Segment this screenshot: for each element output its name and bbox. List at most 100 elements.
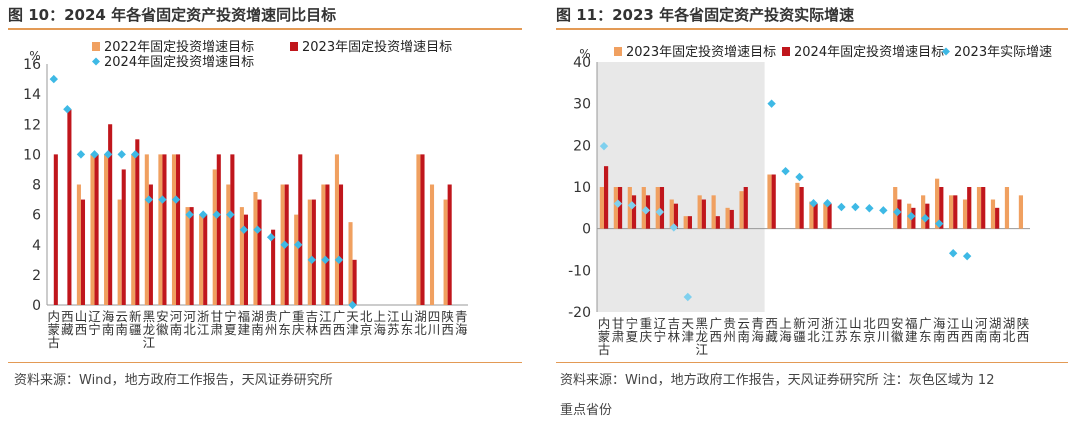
diamond-point bbox=[103, 150, 113, 159]
legend-label: 2024年固定投资增速目标 bbox=[104, 54, 254, 70]
x-tick-label: 山西 bbox=[961, 316, 974, 344]
diamond-point bbox=[253, 225, 262, 234]
legend-label: 2023年实际增速 bbox=[954, 45, 1052, 60]
bar-orange bbox=[294, 214, 299, 305]
bar-red bbox=[189, 207, 194, 305]
bar-orange bbox=[669, 199, 674, 229]
bar-red bbox=[162, 154, 167, 305]
y-tick-label: 30 bbox=[573, 97, 591, 113]
x-tick-label: 西藏 bbox=[765, 316, 778, 344]
diamond-point bbox=[226, 210, 235, 219]
x-tick-label: 福建 bbox=[238, 309, 251, 337]
y-tick-label: 2 bbox=[32, 268, 41, 284]
x-tick-label: 江西 bbox=[947, 316, 960, 344]
x-tick-label: 四川 bbox=[428, 309, 441, 337]
bar-orange bbox=[935, 178, 940, 229]
bar-orange bbox=[321, 184, 326, 305]
diamond-point bbox=[837, 202, 846, 212]
bar-red bbox=[298, 154, 303, 305]
bar-orange bbox=[226, 184, 231, 305]
bar-red bbox=[420, 154, 425, 305]
bar-red bbox=[701, 199, 706, 229]
legend-entry: 2024年固定投资增速目标 bbox=[92, 54, 254, 70]
x-tick-label: 河北 bbox=[807, 316, 820, 344]
diamond-point bbox=[921, 214, 930, 223]
y-tick-label: 0 bbox=[582, 222, 591, 238]
x-tick-label: 内蒙古 bbox=[598, 316, 611, 357]
diamond-point bbox=[198, 210, 208, 219]
legend-swatch bbox=[942, 47, 950, 56]
bar-red bbox=[603, 166, 609, 229]
bar-red bbox=[981, 187, 986, 229]
bar-orange bbox=[334, 154, 339, 305]
diamond-point bbox=[655, 207, 665, 217]
bar-red bbox=[257, 199, 262, 305]
diamond-point bbox=[823, 199, 832, 208]
bar-red bbox=[80, 199, 86, 305]
diamond-point bbox=[962, 251, 972, 261]
x-tick-label: 福建 bbox=[905, 316, 918, 344]
diamond-point bbox=[767, 99, 776, 108]
legend-label: 2023年固定投资增速目标 bbox=[302, 39, 452, 55]
legend-swatch bbox=[782, 47, 790, 56]
diamond-point bbox=[948, 249, 958, 258]
unit-label: % bbox=[29, 49, 40, 63]
bar-orange bbox=[767, 174, 772, 229]
bar-red bbox=[121, 169, 126, 305]
diamond-point bbox=[851, 202, 860, 212]
unit-label: % bbox=[579, 47, 590, 61]
right-source-rule bbox=[556, 362, 1068, 363]
legend-swatch bbox=[614, 47, 622, 56]
bar-red bbox=[827, 203, 832, 229]
bar-orange bbox=[655, 187, 660, 229]
y-tick-label: 10 bbox=[23, 147, 41, 163]
x-tick-label: 甘肃 bbox=[211, 309, 224, 337]
bar-red bbox=[271, 229, 276, 305]
bar-orange bbox=[962, 199, 968, 229]
x-tick-label: 辽宁 bbox=[88, 309, 101, 337]
x-tick-label: 重庆 bbox=[292, 309, 305, 337]
legend-entry: 2023年固定投资增速目标 bbox=[290, 39, 452, 55]
diamond-point bbox=[185, 210, 194, 219]
bar-red bbox=[108, 124, 113, 305]
x-tick-label: 天津 bbox=[682, 316, 695, 344]
diamond-point bbox=[613, 199, 623, 208]
bar-orange bbox=[683, 216, 688, 229]
y-tick-label: 40 bbox=[573, 55, 591, 71]
x-tick-label: 海南 bbox=[933, 316, 946, 344]
y-tick-label: 16 bbox=[23, 57, 41, 73]
bar-orange bbox=[158, 154, 163, 305]
x-tick-label: 陕西 bbox=[1017, 316, 1030, 344]
legend-swatch bbox=[92, 42, 100, 51]
bar-orange bbox=[823, 203, 828, 229]
x-tick-label: 江西 bbox=[319, 309, 332, 337]
diamond-point bbox=[907, 211, 916, 221]
x-tick-label: 青海 bbox=[751, 316, 764, 344]
x-tick-label: 浙江 bbox=[197, 309, 210, 337]
x-tick-label: 湖北 bbox=[1003, 316, 1016, 344]
bar-orange bbox=[725, 207, 730, 229]
x-tick-label: 吉林 bbox=[668, 316, 681, 344]
diamond-point bbox=[266, 233, 276, 242]
diamond-point bbox=[294, 240, 303, 249]
y-tick-label: 6 bbox=[32, 208, 41, 224]
x-tick-label: 重庆 bbox=[640, 316, 653, 344]
diamond-point bbox=[76, 150, 86, 159]
x-tick-label: 山东 bbox=[401, 309, 414, 337]
diamond-point bbox=[809, 199, 818, 208]
bar-orange bbox=[253, 192, 258, 305]
legend-swatch bbox=[290, 42, 298, 51]
bar-orange bbox=[90, 154, 95, 305]
bar-red bbox=[135, 139, 140, 305]
left-title-rule bbox=[8, 28, 522, 30]
left-source-note: 资料来源：Wind，地方政府工作报告，天风证券研究所 bbox=[14, 373, 333, 388]
x-tick-label: 北京 bbox=[863, 316, 876, 344]
x-tick-label: 北京 bbox=[360, 309, 373, 337]
x-tick-label: 浙江 bbox=[821, 316, 834, 344]
bar-red bbox=[729, 209, 734, 229]
diamond-point bbox=[321, 255, 330, 265]
bar-red bbox=[967, 187, 972, 229]
diamond-point bbox=[781, 166, 790, 176]
shaded-region bbox=[597, 62, 765, 312]
